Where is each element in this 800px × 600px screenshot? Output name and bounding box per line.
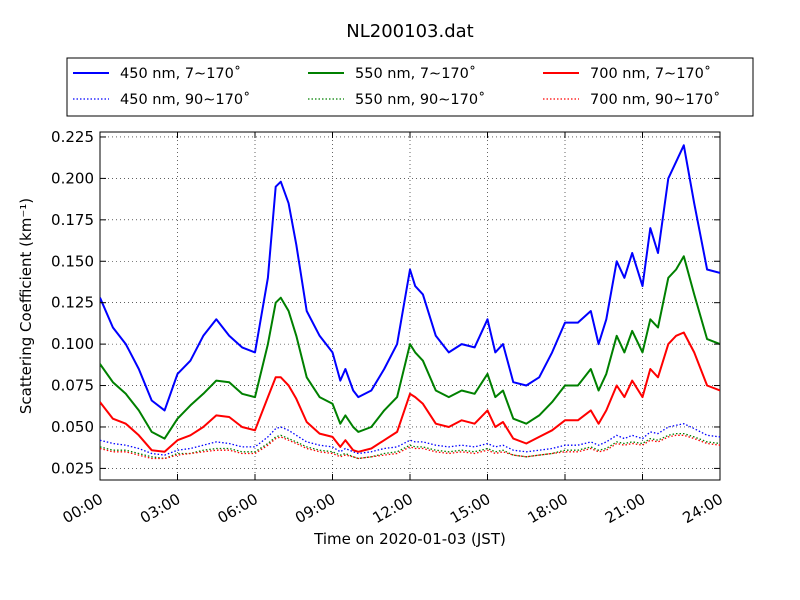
x-tick-label: 18:00 [525,490,571,527]
series-line-4 [100,432,720,460]
y-axis-ticks: 0.025 0.050 0.075 0.100 0.125 0.150 0.175 0.200… [51,128,720,477]
series-layer [100,144,720,460]
chart-title: NL200103.dat [346,21,473,42]
legend-label-4: 550 nm, 90∼170˚ [355,91,485,108]
legend-label-5: 700 nm, 90∼170˚ [590,91,720,108]
y-tick-label: 0.050 [51,418,94,436]
y-tick-label: 0.225 [51,128,94,146]
series-line-0 [100,144,720,412]
y-tick-label: 0.150 [51,252,94,270]
x-axis-label: Time on 2020-01-03 (JST) [313,530,506,548]
x-tick-label: 09:00 [292,490,338,527]
series-line-5 [100,434,720,460]
x-tick-label: 24:00 [680,490,726,527]
legend-label-3: 450 nm, 90∼170˚ [120,91,250,108]
series-line-1 [100,255,720,440]
x-tick-label: 15:00 [447,490,493,527]
x-tick-label: 03:00 [137,490,183,527]
plot-area: 00:00 03:00 06:00 09:00 12:00 15:00 18:00 21:00… [51,128,726,527]
legend-label-1: 550 nm, 7∼170˚ [355,65,476,82]
y-tick-label: 0.075 [51,377,94,395]
y-tick-label: 0.175 [51,211,94,229]
series-line-3 [100,423,720,456]
x-tick-label: 00:00 [60,490,106,527]
x-tick-label: 06:00 [215,490,261,527]
y-tick-label: 0.200 [51,169,94,187]
legend-label-0: 450 nm, 7∼170˚ [120,65,241,82]
plot-frame [99,131,721,481]
series-line-2 [100,331,720,453]
y-axis-label: Scattering Coefficient (km⁻¹) [17,198,35,414]
y-tick-label: 0.025 [51,459,94,477]
legend-box [66,57,754,117]
x-tick-label: 12:00 [370,490,416,527]
x-tick-label: 21:00 [602,490,648,527]
legend-label-2: 700 nm, 7∼170˚ [590,65,711,82]
y-tick-label: 0.100 [51,335,94,353]
legend: 450 nm, 7∼170˚ 550 nm, 7∼170˚ 700 nm, 7∼17… [66,57,754,117]
y-tick-label: 0.125 [51,294,94,312]
